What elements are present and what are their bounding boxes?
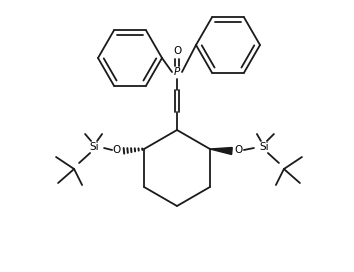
Text: O: O [173, 46, 181, 56]
Text: O: O [235, 145, 243, 155]
Text: Si: Si [89, 142, 99, 152]
Text: O: O [112, 145, 120, 155]
Polygon shape [210, 147, 232, 154]
Text: P: P [174, 67, 180, 77]
Text: Si: Si [259, 142, 269, 152]
